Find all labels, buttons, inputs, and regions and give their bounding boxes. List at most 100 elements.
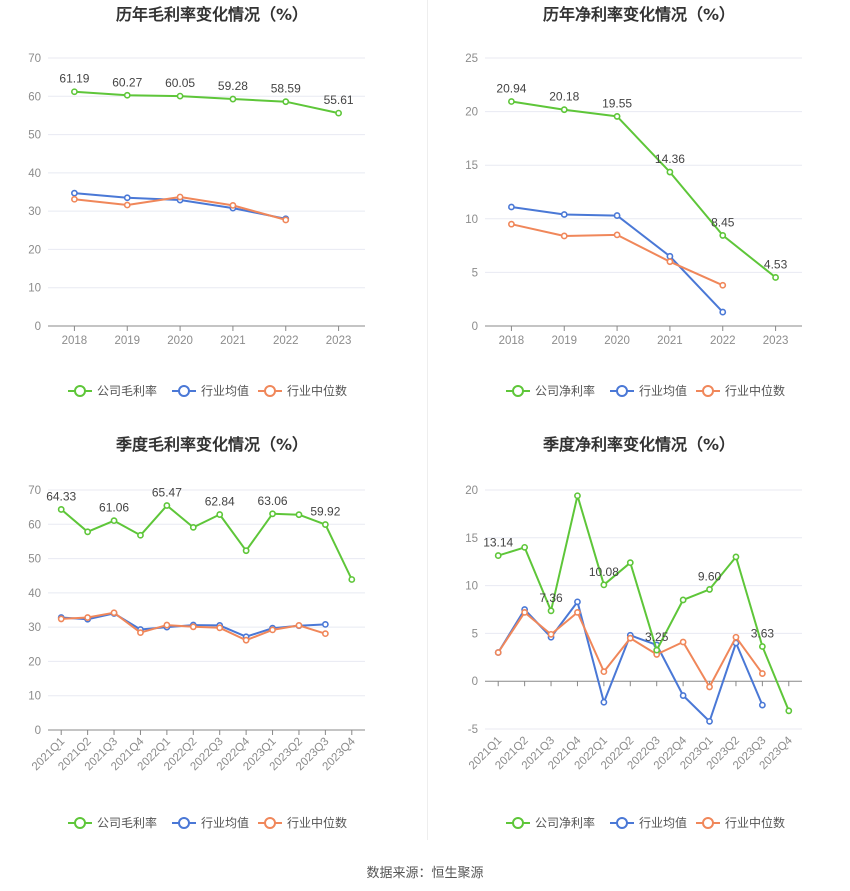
data-point-company[interactable] bbox=[785, 707, 793, 715]
data-point-company[interactable] bbox=[295, 511, 303, 519]
data-point-median[interactable] bbox=[521, 608, 529, 616]
data-point-median[interactable] bbox=[282, 216, 290, 224]
data-point-company[interactable] bbox=[189, 523, 197, 531]
data-point-company[interactable] bbox=[137, 531, 144, 539]
legend-item-company[interactable]: 公司净利率 bbox=[506, 383, 595, 398]
data-point-median[interactable] bbox=[574, 608, 581, 616]
data-point-median[interactable] bbox=[732, 633, 740, 641]
data-point-company[interactable] bbox=[229, 95, 237, 103]
data-point-median[interactable] bbox=[123, 201, 131, 209]
data-point-median[interactable] bbox=[242, 636, 250, 644]
data-point-median[interactable] bbox=[494, 649, 502, 656]
data-point-avg[interactable] bbox=[123, 194, 131, 202]
legend-item-avg[interactable]: 行业均值 bbox=[172, 815, 249, 830]
data-point-company[interactable] bbox=[508, 98, 515, 105]
circle-line-icon bbox=[178, 817, 190, 829]
data-point-median[interactable] bbox=[189, 623, 197, 631]
data-point-company[interactable] bbox=[282, 98, 290, 106]
data-point-median[interactable] bbox=[679, 638, 687, 646]
data-point-avg[interactable] bbox=[758, 701, 766, 709]
y-tick-label: 20 bbox=[28, 244, 41, 256]
data-point-avg[interactable] bbox=[666, 252, 674, 260]
data-point-company[interactable] bbox=[163, 502, 171, 509]
data-point-median[interactable] bbox=[547, 630, 555, 638]
data-point-avg[interactable] bbox=[508, 203, 515, 211]
circle-line-icon bbox=[616, 817, 628, 829]
data-point-company[interactable] bbox=[321, 521, 329, 528]
data-point-company[interactable] bbox=[216, 511, 224, 518]
data-point-avg[interactable] bbox=[679, 692, 687, 699]
data-point-median[interactable] bbox=[626, 634, 634, 642]
legend-item-median[interactable]: 行业中位数 bbox=[258, 815, 347, 830]
y-tick-label: 50 bbox=[28, 554, 41, 566]
data-point-company[interactable] bbox=[706, 586, 713, 593]
data-point-company[interactable] bbox=[679, 596, 687, 604]
data-point-company[interactable] bbox=[772, 274, 779, 281]
data-point-company[interactable] bbox=[732, 553, 740, 561]
legend-item-avg[interactable]: 行业均值 bbox=[172, 383, 249, 398]
data-point-company[interactable] bbox=[547, 607, 555, 615]
data-point-company[interactable] bbox=[242, 547, 250, 555]
data-point-median[interactable] bbox=[719, 281, 727, 289]
data-point-company[interactable] bbox=[560, 106, 568, 114]
legend-item-median[interactable]: 行业中位数 bbox=[696, 815, 785, 830]
data-point-company[interactable] bbox=[123, 91, 131, 99]
data-point-median[interactable] bbox=[71, 195, 78, 203]
legend-item-company[interactable]: 公司净利率 bbox=[506, 815, 595, 830]
data-point-median[interactable] bbox=[666, 258, 674, 266]
y-tick-label: 25 bbox=[465, 53, 478, 65]
data-point-median[interactable] bbox=[758, 670, 766, 677]
legend-item-company[interactable]: 公司毛利率 bbox=[68, 815, 157, 830]
data-point-avg[interactable] bbox=[719, 308, 727, 316]
data-point-company[interactable] bbox=[666, 168, 674, 176]
data-point-company[interactable] bbox=[57, 506, 65, 513]
y-tick-label: 50 bbox=[28, 130, 41, 142]
data-point-median[interactable] bbox=[269, 626, 276, 634]
data-point-median[interactable] bbox=[176, 193, 184, 201]
data-point-company[interactable] bbox=[653, 646, 661, 654]
legend-item-median[interactable]: 行业中位数 bbox=[696, 383, 785, 398]
data-point-median[interactable] bbox=[321, 630, 329, 638]
data-point-median[interactable] bbox=[84, 614, 92, 621]
data-point-company[interactable] bbox=[348, 576, 356, 583]
data-point-median[interactable] bbox=[613, 231, 621, 239]
legend-item-median[interactable]: 行业中位数 bbox=[258, 383, 347, 398]
data-point-median[interactable] bbox=[295, 622, 303, 629]
data-point-median[interactable] bbox=[229, 201, 237, 209]
data-point-company[interactable] bbox=[176, 92, 184, 100]
data-point-company[interactable] bbox=[613, 113, 621, 120]
legend-item-avg[interactable]: 行业均值 bbox=[610, 815, 687, 830]
data-point-company[interactable] bbox=[758, 643, 766, 650]
data-point-avg[interactable] bbox=[613, 212, 621, 219]
data-point-company[interactable] bbox=[719, 232, 727, 239]
data-point-company[interactable] bbox=[626, 559, 634, 567]
y-tick-label: 10 bbox=[28, 283, 41, 295]
data-point-company[interactable] bbox=[71, 88, 78, 96]
legend-item-company[interactable]: 公司毛利率 bbox=[68, 383, 157, 398]
data-point-avg[interactable] bbox=[574, 598, 581, 606]
data-point-company[interactable] bbox=[269, 510, 276, 518]
data-point-median[interactable] bbox=[57, 615, 65, 623]
data-point-median[interactable] bbox=[706, 683, 713, 691]
data-point-median[interactable] bbox=[216, 624, 224, 632]
data-point-company[interactable] bbox=[84, 528, 92, 536]
data-point-avg[interactable] bbox=[321, 620, 329, 628]
data-point-company[interactable] bbox=[521, 543, 529, 551]
data-point-avg[interactable] bbox=[600, 698, 608, 706]
data-point-median[interactable] bbox=[560, 232, 568, 240]
data-point-median[interactable] bbox=[163, 621, 171, 629]
data-point-company[interactable] bbox=[600, 581, 608, 589]
y-tick-label: 10 bbox=[465, 214, 478, 226]
legend-item-avg[interactable]: 行业均值 bbox=[610, 383, 687, 398]
data-point-median[interactable] bbox=[110, 609, 118, 617]
data-point-company[interactable] bbox=[494, 552, 502, 559]
data-point-company[interactable] bbox=[574, 492, 581, 500]
data-point-avg[interactable] bbox=[560, 211, 568, 218]
data-point-median[interactable] bbox=[137, 629, 144, 637]
data-point-median[interactable] bbox=[600, 668, 608, 676]
data-point-company[interactable] bbox=[110, 517, 118, 525]
data-point-median[interactable] bbox=[508, 220, 515, 228]
data-point-avg[interactable] bbox=[706, 717, 713, 725]
data-point-company[interactable] bbox=[335, 109, 342, 117]
data-point-avg[interactable] bbox=[71, 189, 78, 197]
